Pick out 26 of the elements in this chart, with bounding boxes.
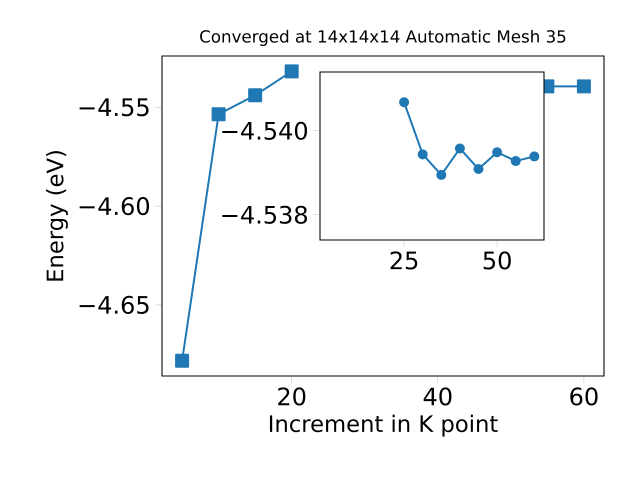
point: [529, 151, 540, 162]
point: [510, 156, 521, 166]
point: [454, 143, 465, 154]
point: [474, 164, 484, 174]
x-tick-label: 20: [278, 387, 306, 406]
point: [492, 147, 502, 158]
y-tick-label: −4.65: [80, 296, 149, 314]
point: [399, 97, 410, 108]
y-axis-title: Energy (eV): [46, 151, 68, 281]
y-tick-label: −4.55: [80, 98, 149, 116]
x-axis-title: Increment in K point: [270, 414, 498, 437]
y-tick-label: −4.538: [222, 206, 307, 224]
x-tick-label: 60: [570, 387, 598, 406]
x-tick-label: 50: [484, 251, 511, 270]
x-tick-label: 25: [390, 251, 418, 270]
point: [576, 79, 591, 94]
point: [284, 64, 299, 78]
x-tick-label: 40: [424, 387, 452, 406]
point: [175, 354, 190, 368]
y-tick-label: −4.60: [80, 197, 150, 216]
point: [248, 88, 262, 102]
chart-title: Converged at 14x14x14 Automatic Mesh 35: [200, 30, 566, 46]
point: [212, 107, 226, 122]
point: [418, 149, 428, 160]
y-tick-label: −4.540: [222, 122, 308, 140]
point: [436, 170, 446, 180]
